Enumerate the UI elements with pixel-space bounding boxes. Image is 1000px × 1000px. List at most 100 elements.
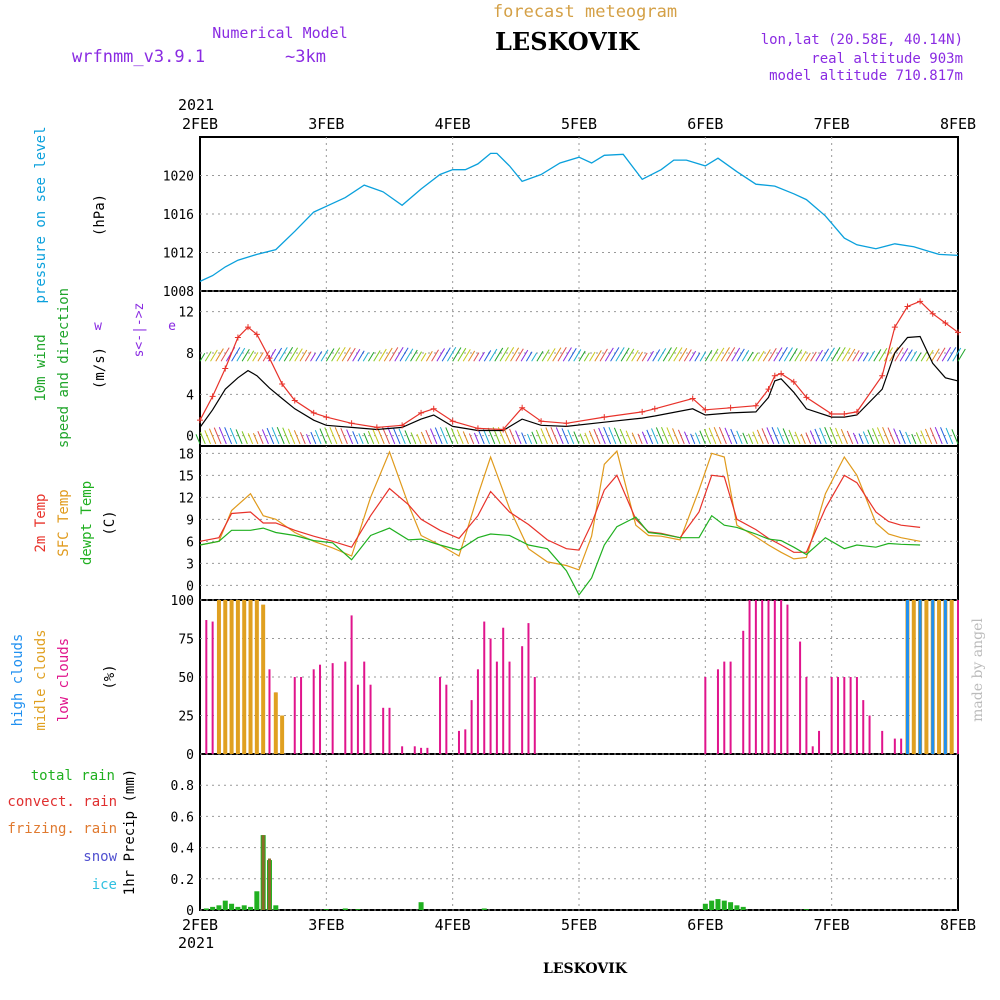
wind-vector: [894, 347, 904, 362]
cloud-bar-low: [527, 623, 530, 754]
wind-vector: [904, 349, 913, 362]
wind-vector: [204, 430, 211, 445]
wind-vector: [218, 426, 227, 445]
cloud-bar-low: [761, 600, 764, 754]
precip-bar-total: [235, 906, 241, 910]
convective-rain-label: convect. rain: [7, 794, 117, 810]
wind-vector: [831, 347, 841, 362]
precip-tick-label: 0.4: [171, 842, 195, 857]
cloud-bar-low: [293, 677, 296, 754]
cloud-bar-low: [268, 669, 271, 754]
cloud-bar-low: [811, 746, 814, 754]
sfc-temp-line: [199, 449, 921, 571]
cloud-bar-low: [356, 684, 359, 754]
snow-label: snow: [83, 849, 117, 865]
precip-bar-total: [222, 900, 228, 910]
wind-vector: [473, 432, 480, 445]
precip-bar-total: [216, 905, 222, 910]
wind-vector: [450, 428, 459, 445]
wind-vector: [899, 429, 906, 445]
wind-vector: [334, 427, 343, 445]
precip-tick-label: 0.8: [171, 779, 194, 794]
cloud-bar-low: [413, 746, 416, 754]
wind-vector: [399, 347, 409, 362]
cloud-bar-low: [382, 707, 385, 754]
wind-vector: [677, 429, 685, 445]
precip-bar-total: [273, 905, 279, 910]
cloud-bar-mid: [911, 600, 916, 754]
wind-vector: [531, 352, 538, 362]
wind-vector: [809, 430, 817, 445]
wind-vector: [266, 427, 275, 445]
wind-vector: [847, 348, 856, 362]
clouds-tick-label: 0: [186, 748, 194, 763]
wind-compass-w: w: [94, 319, 102, 334]
wind-vector: [799, 350, 807, 362]
year-bottom: 2021: [178, 934, 214, 952]
wind-vector: [457, 347, 467, 362]
wind-vector: [810, 351, 817, 362]
wind-vector: [573, 349, 582, 362]
pressure-tick-label: 1008: [163, 285, 194, 300]
cloud-bar-low: [495, 661, 498, 754]
cloud-bar-mid: [949, 600, 954, 754]
wind-vector: [473, 352, 480, 362]
wind-vector: [241, 431, 248, 445]
wind-vector: [934, 426, 943, 445]
precip-bar-total: [248, 906, 254, 910]
date-top-label: 4FEB: [435, 115, 471, 133]
wind-gust-marker: [651, 405, 658, 412]
wind-vector: [478, 430, 485, 445]
wind-gust-marker: [803, 394, 810, 401]
wind-vector: [358, 433, 364, 445]
wind-vector: [878, 347, 888, 362]
temp-tick-label: 18: [178, 447, 194, 462]
wind-vector: [545, 427, 554, 445]
wind-vector: [462, 349, 471, 362]
real-altitude: real altitude 903m: [811, 51, 963, 67]
wind-vector: [620, 347, 630, 362]
wind-vector: [446, 347, 457, 362]
wind-vector: [431, 349, 439, 362]
date-bottom-label: 4FEB: [435, 916, 471, 934]
wind-vector: [752, 431, 759, 445]
pressure-unit: (hPa): [92, 194, 108, 236]
wind-vector: [689, 350, 697, 362]
wind-vector: [504, 347, 515, 362]
wind-unit: (m/s): [92, 347, 108, 389]
sfc-temp-label: SFC Temp: [56, 489, 72, 556]
wind-vector: [377, 427, 385, 445]
cloud-bar-low: [312, 669, 315, 754]
wind-vector: [957, 348, 966, 362]
wind-vector: [550, 426, 559, 445]
wind-vector: [867, 429, 875, 445]
wind-vector: [573, 431, 580, 445]
wind-gust-marker: [197, 417, 203, 424]
cloud-bar-low: [754, 600, 757, 754]
cloud-bar-low: [420, 747, 423, 754]
cloud-bar-low: [868, 715, 871, 754]
precip-bar-total: [803, 909, 809, 910]
wind-vector: [741, 350, 750, 362]
wind-gust-marker: [942, 320, 949, 327]
wind-vector: [557, 347, 567, 362]
wind-vector: [718, 427, 727, 445]
dewpoint-line: [199, 514, 921, 597]
cloud-bar-low: [533, 677, 536, 754]
wind-vector: [800, 433, 806, 445]
cloud-bar-mid: [937, 600, 942, 754]
wind-vector: [531, 431, 538, 445]
wind-vector: [852, 350, 860, 362]
date-bottom-label: 8FEB: [940, 916, 976, 934]
wind-vector: [836, 347, 846, 362]
wind-vector: [805, 432, 812, 445]
wind-vector: [846, 430, 854, 445]
precip-bar-total: [323, 909, 329, 910]
wind-vector: [929, 427, 938, 445]
wind-gust-marker: [373, 424, 380, 431]
cloud-bar-low: [723, 661, 726, 754]
wind-vector: [742, 432, 748, 445]
wind-gust-marker: [853, 408, 860, 415]
cloud-bar-low: [319, 664, 322, 754]
wind-vector: [911, 433, 917, 445]
